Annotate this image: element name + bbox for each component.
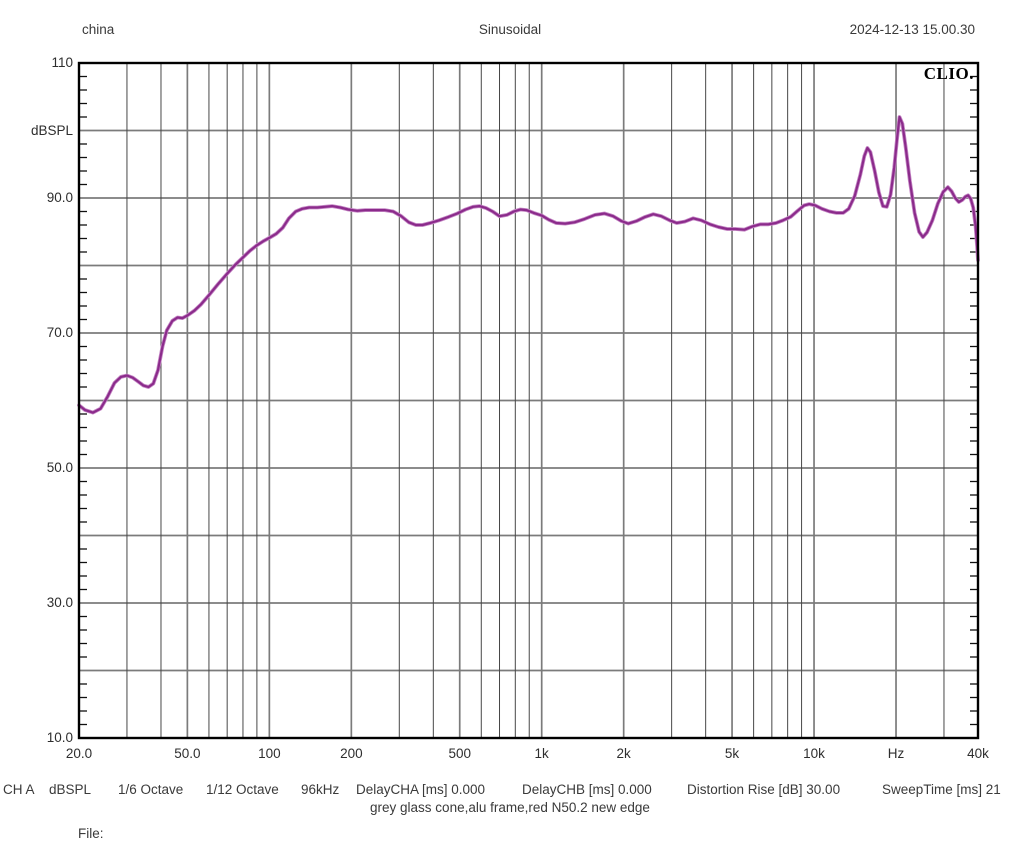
clio-logo: CLIO. [923,64,974,83]
file-label: File: [78,826,104,841]
x-tick-label: 20.0 [65,746,93,761]
x-axis-unit-label: Hz [887,746,905,761]
y-tick-label: 30.0 [46,595,73,610]
status-item: dBSPL [49,782,92,797]
x-tick-label: 200 [340,746,363,761]
x-tick-label: 2k [616,746,631,761]
y-tick-label: 110 [51,55,73,70]
status-item: DelayCHA [ms] 0.000 [356,782,486,797]
measurement-name-label: china [82,22,115,37]
status-item: 96kHz [301,782,340,797]
y-tick-label: 70.0 [46,325,73,340]
response-curve [77,115,980,414]
y-tick-label: 50.0 [46,460,73,475]
status-item: 1/6 Octave [118,782,184,797]
status-item: DelayCHB [ms] 0.000 [522,782,652,797]
status-item: SweepTime [ms] 21 [882,782,1001,797]
x-tick-label: 500 [448,746,471,761]
x-tick-label: 100 [258,746,281,761]
y-tick-label: 10.0 [46,730,73,745]
status-item: CH A [3,782,35,797]
status-item: 1/12 Octave [206,782,279,797]
plot-border [77,61,980,740]
x-tick-label: 10k [803,746,825,761]
measurement-type-label: Sinusoidal [478,22,542,37]
x-tick-label: 40k [967,746,989,761]
x-tick-label: 50.0 [174,746,201,761]
measurement-caption: grey glass cone,alu frame,red N50.2 new … [370,800,650,815]
y-tick-label: 90.0 [46,190,73,205]
timestamp-label: 2024-12-13 15.00.30 [849,22,975,37]
status-item: Distortion Rise [dB] 30.00 [687,782,841,797]
x-tick-label: 5k [724,746,740,761]
y-axis-unit-label: dBSPL [30,122,73,138]
x-tick-label: 1k [534,746,549,761]
